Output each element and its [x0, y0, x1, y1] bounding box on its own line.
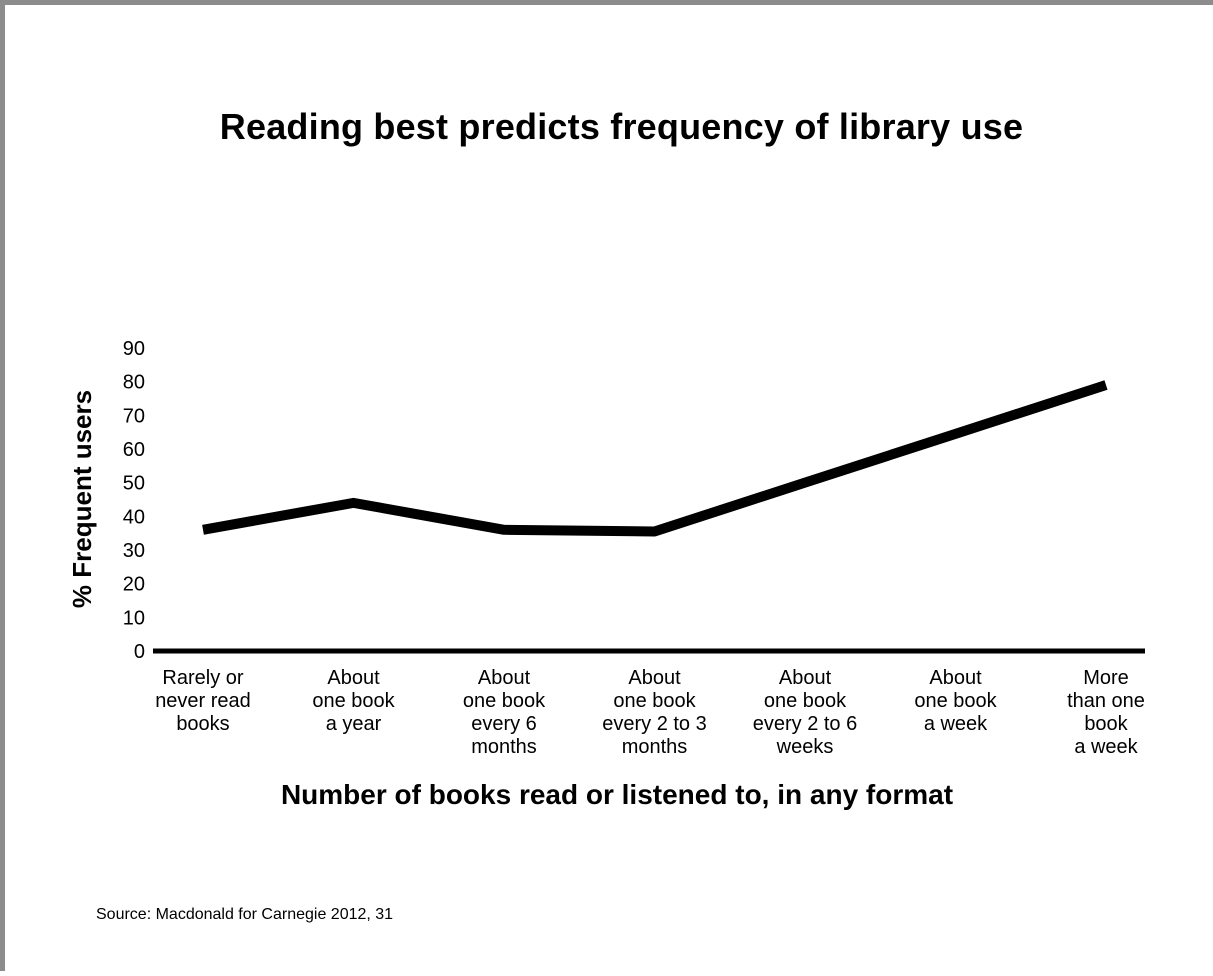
series-layer — [203, 385, 1106, 532]
y-tick-label: 80 — [123, 372, 145, 394]
x-tick-label-line: every 2 to 6 — [753, 713, 858, 735]
x-tick-label-line: book — [1084, 713, 1128, 735]
x-tick-label-line: one book — [312, 690, 395, 712]
x-tick-label-line: Rarely or — [162, 667, 243, 689]
y-tick-label: 90 — [123, 338, 145, 360]
y-tick-label: 70 — [123, 405, 145, 427]
x-tick-label-line: a week — [1074, 736, 1138, 758]
y-tick-label: 20 — [123, 574, 145, 596]
x-tick-label-line: months — [471, 736, 537, 758]
x-tick-label-line: books — [176, 713, 229, 735]
source-note: Source: Macdonald for Carnegie 2012, 31 — [96, 906, 393, 924]
x-tick-label-line: one book — [613, 690, 696, 712]
x-tick-label-line: every 2 to 3 — [602, 713, 707, 735]
y-axis-ticks: 0 10 20 30 40 50 60 70 80 90 — [123, 338, 145, 663]
x-tick-label-line: one book — [764, 690, 847, 712]
y-tick-label: 10 — [123, 607, 145, 629]
x-tick-label-line: every 6 — [471, 713, 537, 735]
y-tick-label: 0 — [134, 641, 145, 663]
x-tick-label-line: About — [929, 667, 982, 689]
x-tick-label-line: About — [628, 667, 681, 689]
x-tick-label-line: one book — [914, 690, 997, 712]
y-tick-label: 50 — [123, 473, 145, 495]
x-tick-label-line: About — [478, 667, 531, 689]
x-tick-label-line: About — [327, 667, 380, 689]
x-axis-title: Number of books read or listened to, in … — [281, 779, 953, 810]
y-axis-title: % Frequent users — [67, 390, 97, 608]
x-tick-label-line: one book — [463, 690, 546, 712]
x-tick-label-line: never read — [155, 690, 251, 712]
y-tick-label: 60 — [123, 439, 145, 461]
x-tick-label-line: months — [622, 736, 688, 758]
x-tick-label-line: More — [1083, 667, 1129, 689]
x-tick-label-line: weeks — [776, 736, 834, 758]
x-tick-label-line: than one — [1067, 690, 1145, 712]
x-tick-label-line: a year — [326, 713, 382, 735]
series-line — [203, 385, 1106, 531]
x-tick-label-line: About — [779, 667, 832, 689]
x-tick-label-line: a week — [924, 713, 988, 735]
y-tick-label: 40 — [123, 506, 145, 528]
y-tick-label: 30 — [123, 540, 145, 562]
